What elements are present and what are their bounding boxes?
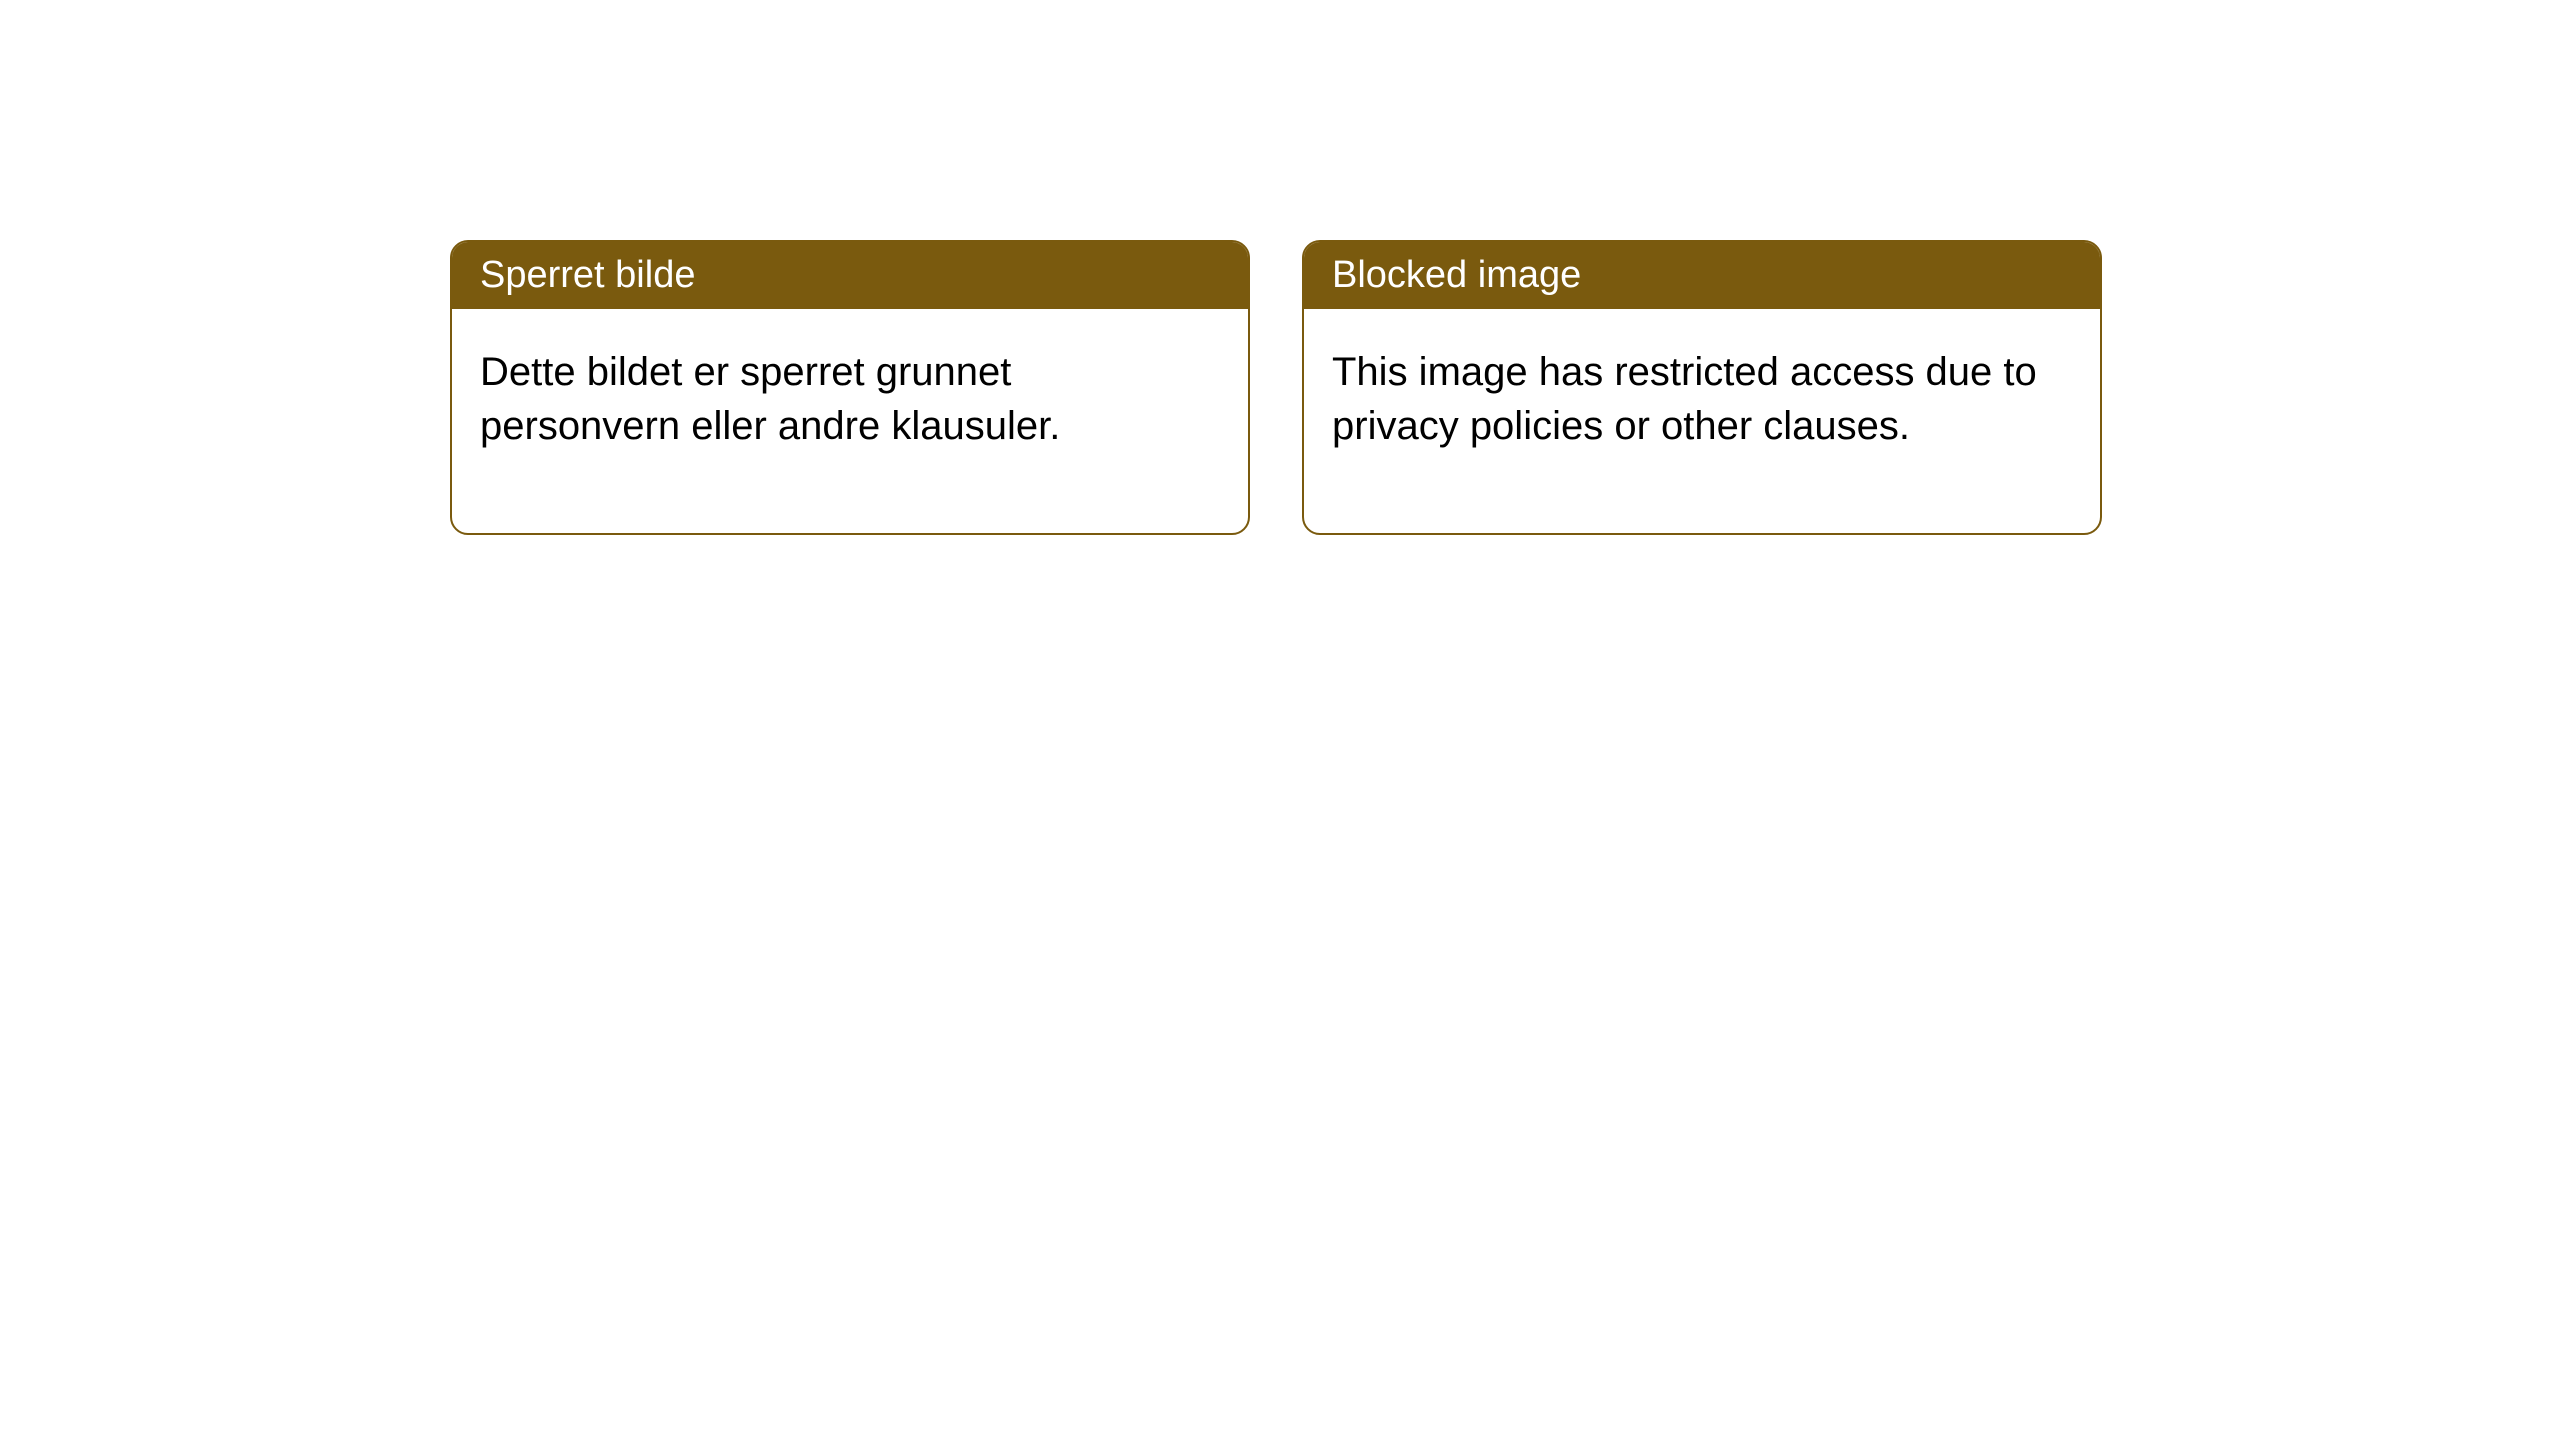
notice-container: Sperret bilde Dette bildet er sperret gr… (450, 240, 2102, 535)
notice-header: Sperret bilde (452, 242, 1248, 309)
notice-card-english: Blocked image This image has restricted … (1302, 240, 2102, 535)
notice-header: Blocked image (1304, 242, 2100, 309)
notice-body: This image has restricted access due to … (1304, 309, 2100, 533)
notice-body: Dette bildet er sperret grunnet personve… (452, 309, 1248, 533)
notice-card-norwegian: Sperret bilde Dette bildet er sperret gr… (450, 240, 1250, 535)
